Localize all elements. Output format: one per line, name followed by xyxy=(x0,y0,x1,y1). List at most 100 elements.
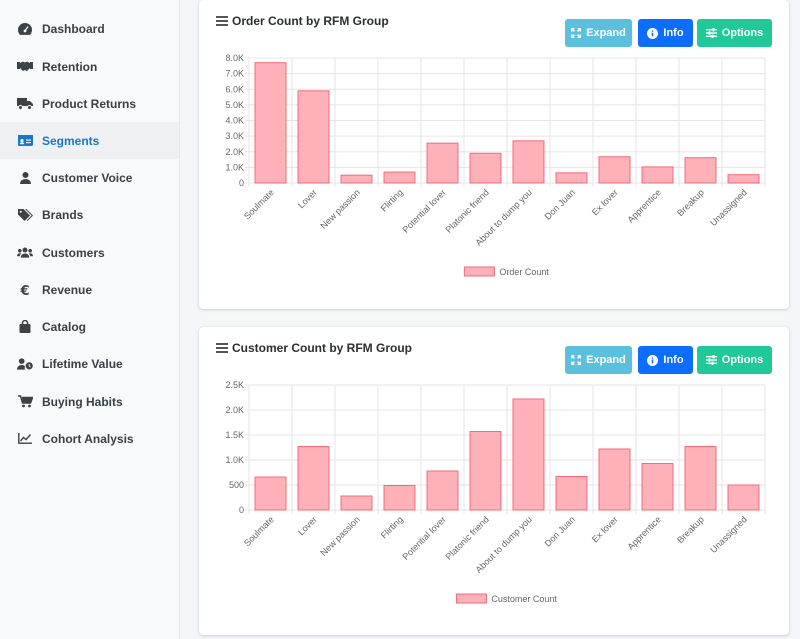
info-label: Info xyxy=(663,354,684,366)
bar-potential-lover[interactable] xyxy=(426,142,459,184)
x-tick-label: Potential lover xyxy=(401,514,448,561)
sidebar: Dashboard Retention Product Returns Segment… xyxy=(0,0,180,639)
x-tick-label: Platonic friend xyxy=(444,187,491,234)
info-button[interactable]: Info xyxy=(638,19,693,47)
customer-count-chart: 0 500 1.0K 1.5K 2.0K 2.5K Soulmate Lover New pas… xyxy=(225,380,766,604)
euro-icon: € xyxy=(17,282,33,298)
x-tick-label: Potential lover xyxy=(401,187,448,234)
x-tick-label: Apprentice xyxy=(625,187,662,224)
sidebar-item-brands[interactable]: Brands xyxy=(0,196,179,233)
bar-flirting[interactable] xyxy=(383,171,416,184)
y-tick-label: 4.0K xyxy=(225,116,244,126)
bar-about-to-dump-you[interactable] xyxy=(512,398,545,511)
bar-lover[interactable] xyxy=(297,90,330,184)
x-tick-label: Don Juan xyxy=(543,514,577,548)
sidebar-item-label: Revenue xyxy=(42,282,93,297)
legend-swatch xyxy=(463,266,495,277)
bar-potential-lover[interactable] xyxy=(426,470,459,511)
bar-soulmate[interactable] xyxy=(254,62,287,184)
info-label: Info xyxy=(663,27,684,39)
expand-label: Expand xyxy=(586,27,626,39)
y-tick-label: 2.0K xyxy=(225,147,244,157)
bar-new-passion[interactable] xyxy=(340,174,373,184)
x-tick-label: Flirting xyxy=(379,514,405,540)
sidebar-item-segments[interactable]: Segments xyxy=(0,122,179,159)
list-icon xyxy=(216,16,228,26)
x-tick-label: New passion xyxy=(318,187,362,231)
bar-ex-lover[interactable] xyxy=(598,448,631,511)
id-card-icon xyxy=(17,133,33,149)
sidebar-item-label: Buying Habits xyxy=(42,394,123,409)
sidebar-item-customers[interactable]: Customers xyxy=(0,234,179,271)
bar-unassigned[interactable] xyxy=(727,484,760,511)
handshake-icon xyxy=(17,59,33,75)
expand-button[interactable]: Expand xyxy=(565,346,632,374)
x-tick-label: Don Juan xyxy=(543,187,577,221)
legend-label[interactable]: Customer Count xyxy=(491,594,557,604)
sidebar-item-revenue[interactable]: € Revenue xyxy=(0,271,179,308)
y-tick-label: 7.0K xyxy=(225,69,244,79)
options-button[interactable]: Options xyxy=(697,19,772,47)
sidebar-item-cohort-analysis[interactable]: Cohort Analysis xyxy=(0,420,179,457)
y-tick-label: 5.0K xyxy=(225,100,244,110)
sidebar-item-product-returns[interactable]: Product Returns xyxy=(0,85,179,122)
card-title: Customer Count by RFM Group xyxy=(216,341,412,355)
y-tick-label: 1.0K xyxy=(225,455,244,465)
y-tick-label: 8.0K xyxy=(225,53,244,63)
y-tick-label: 1.5K xyxy=(225,430,244,440)
sidebar-item-label: Cohort Analysis xyxy=(42,431,134,446)
bar-apprentice[interactable] xyxy=(641,166,674,184)
dashboard-icon xyxy=(17,21,33,37)
x-tick-label: Platonic friend xyxy=(444,514,491,561)
sidebar-item-retention[interactable]: Retention xyxy=(0,48,179,85)
bar-don-juan[interactable] xyxy=(555,172,588,184)
options-label: Options xyxy=(721,27,764,39)
y-tick-label: 3.0K xyxy=(225,131,244,141)
x-tick-label: Lover xyxy=(296,187,319,210)
card-title: Order Count by RFM Group xyxy=(216,14,389,28)
x-tick-label: Soulmate xyxy=(242,514,276,548)
bar-breakup[interactable] xyxy=(684,446,717,511)
x-tick-label: Unassigned xyxy=(708,187,749,228)
sidebar-item-customer-voice[interactable]: Customer Voice xyxy=(0,159,179,196)
expand-icon xyxy=(571,28,582,38)
bar-breakup[interactable] xyxy=(684,157,717,184)
bar-platonic-friend[interactable] xyxy=(469,431,502,511)
bar-lover[interactable] xyxy=(297,446,330,511)
bar-platonic-friend[interactable] xyxy=(469,152,502,184)
order-count-card: Order Count by RFM Group Expand Info Opt… xyxy=(199,0,789,309)
legend-swatch xyxy=(455,593,487,604)
x-tick-label: Breakup xyxy=(675,187,706,218)
bar-flirting[interactable] xyxy=(383,485,416,511)
sidebar-item-catalog[interactable]: Catalog xyxy=(0,308,179,345)
user-clock-icon xyxy=(17,356,33,372)
bar-new-passion[interactable] xyxy=(340,495,373,511)
truck-icon xyxy=(17,96,33,112)
tags-icon xyxy=(17,207,33,223)
y-tick-label: 6.0K xyxy=(225,84,244,94)
expand-button[interactable]: Expand xyxy=(565,19,632,47)
legend-label[interactable]: Order Count xyxy=(499,267,549,277)
y-tick-label: 2.0K xyxy=(225,405,244,415)
bar-apprentice[interactable] xyxy=(641,463,674,511)
expand-label: Expand xyxy=(586,354,626,366)
x-tick-label: Lover xyxy=(296,514,319,537)
sidebar-item-dashboard[interactable]: Dashboard xyxy=(0,10,179,47)
sliders-icon xyxy=(705,28,717,38)
bar-soulmate[interactable] xyxy=(254,476,287,511)
bar-don-juan[interactable] xyxy=(555,476,588,511)
y-tick-label: 0 xyxy=(239,505,244,515)
svg-text:€: € xyxy=(20,284,30,296)
sidebar-item-label: Product Returns xyxy=(42,96,137,111)
options-button[interactable]: Options xyxy=(697,346,772,374)
y-tick-label: 1.0K xyxy=(225,162,244,172)
x-tick-label: Unassigned xyxy=(708,514,749,555)
info-button[interactable]: Info xyxy=(638,346,693,374)
bar-ex-lover[interactable] xyxy=(598,156,631,184)
bar-unassigned[interactable] xyxy=(727,174,760,184)
sidebar-item-buying-habits[interactable]: Buying Habits xyxy=(0,383,179,420)
sidebar-item-lifetime-value[interactable]: Lifetime Value xyxy=(0,345,179,382)
x-tick-label: Flirting xyxy=(379,187,405,213)
x-tick-label: Ex lover xyxy=(590,514,620,544)
bar-about-to-dump-you[interactable] xyxy=(512,140,545,184)
